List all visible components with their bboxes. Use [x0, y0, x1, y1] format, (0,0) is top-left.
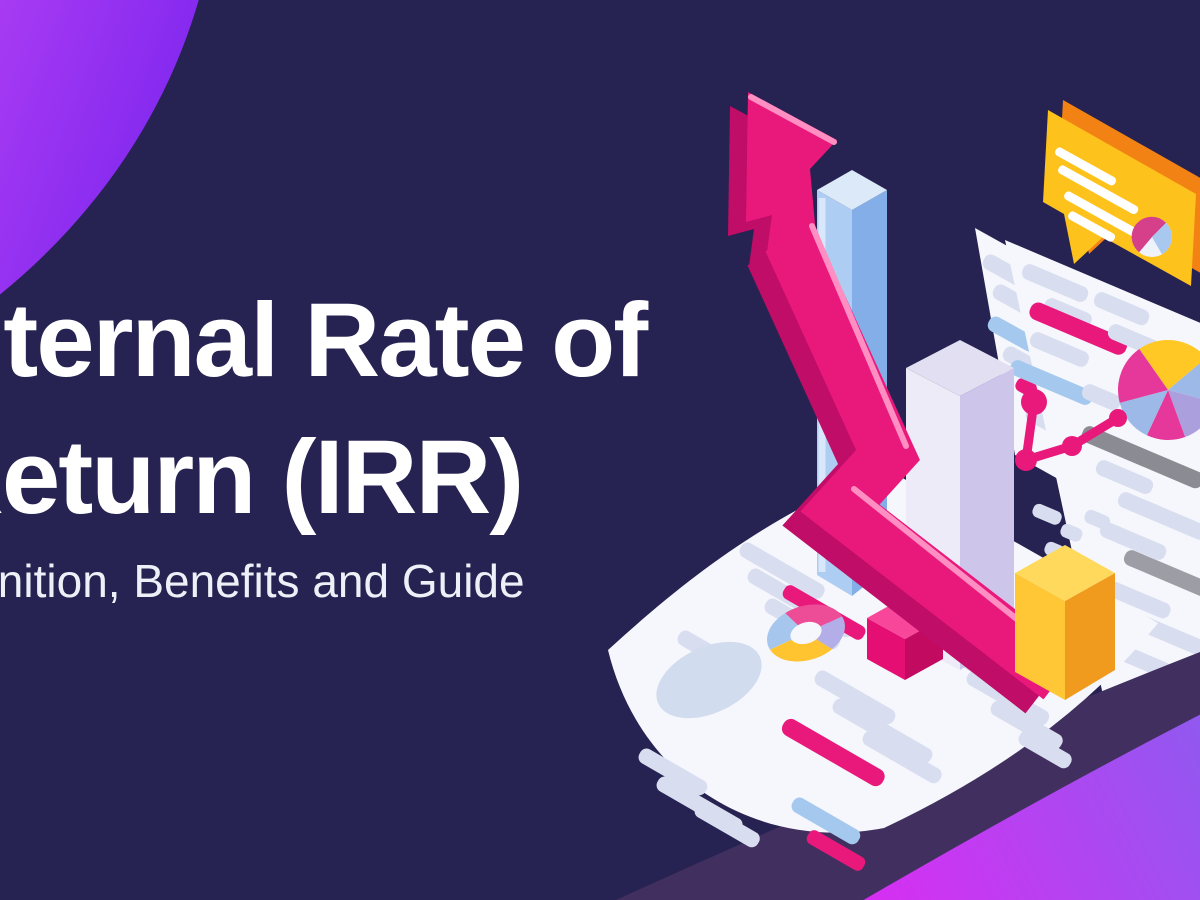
page-title-line1: Internal Rate of: [0, 282, 648, 399]
share-network-icon: [1015, 389, 1127, 471]
bubble-text-rows: [1055, 147, 1141, 242]
page-subtitle: Definition, Benefits and Guide: [0, 555, 525, 607]
purple-blob-top-left: [0, 0, 199, 295]
bubble-pie-chart-icon: [1131, 216, 1172, 257]
page-title-line2: Return (IRR): [0, 419, 524, 536]
pie-chart-icon: [1117, 340, 1200, 440]
placeholder-circle: [656, 641, 762, 719]
magenta-blob-bottom-right: [863, 714, 1200, 900]
chat-bubble-icon: [1043, 100, 1200, 286]
donut-chart-icon: [767, 604, 845, 662]
yellow-box-icon: [1015, 545, 1115, 700]
report-rows: [1009, 264, 1200, 733]
growth-zigzag-arrow-icon: [728, 92, 1077, 714]
